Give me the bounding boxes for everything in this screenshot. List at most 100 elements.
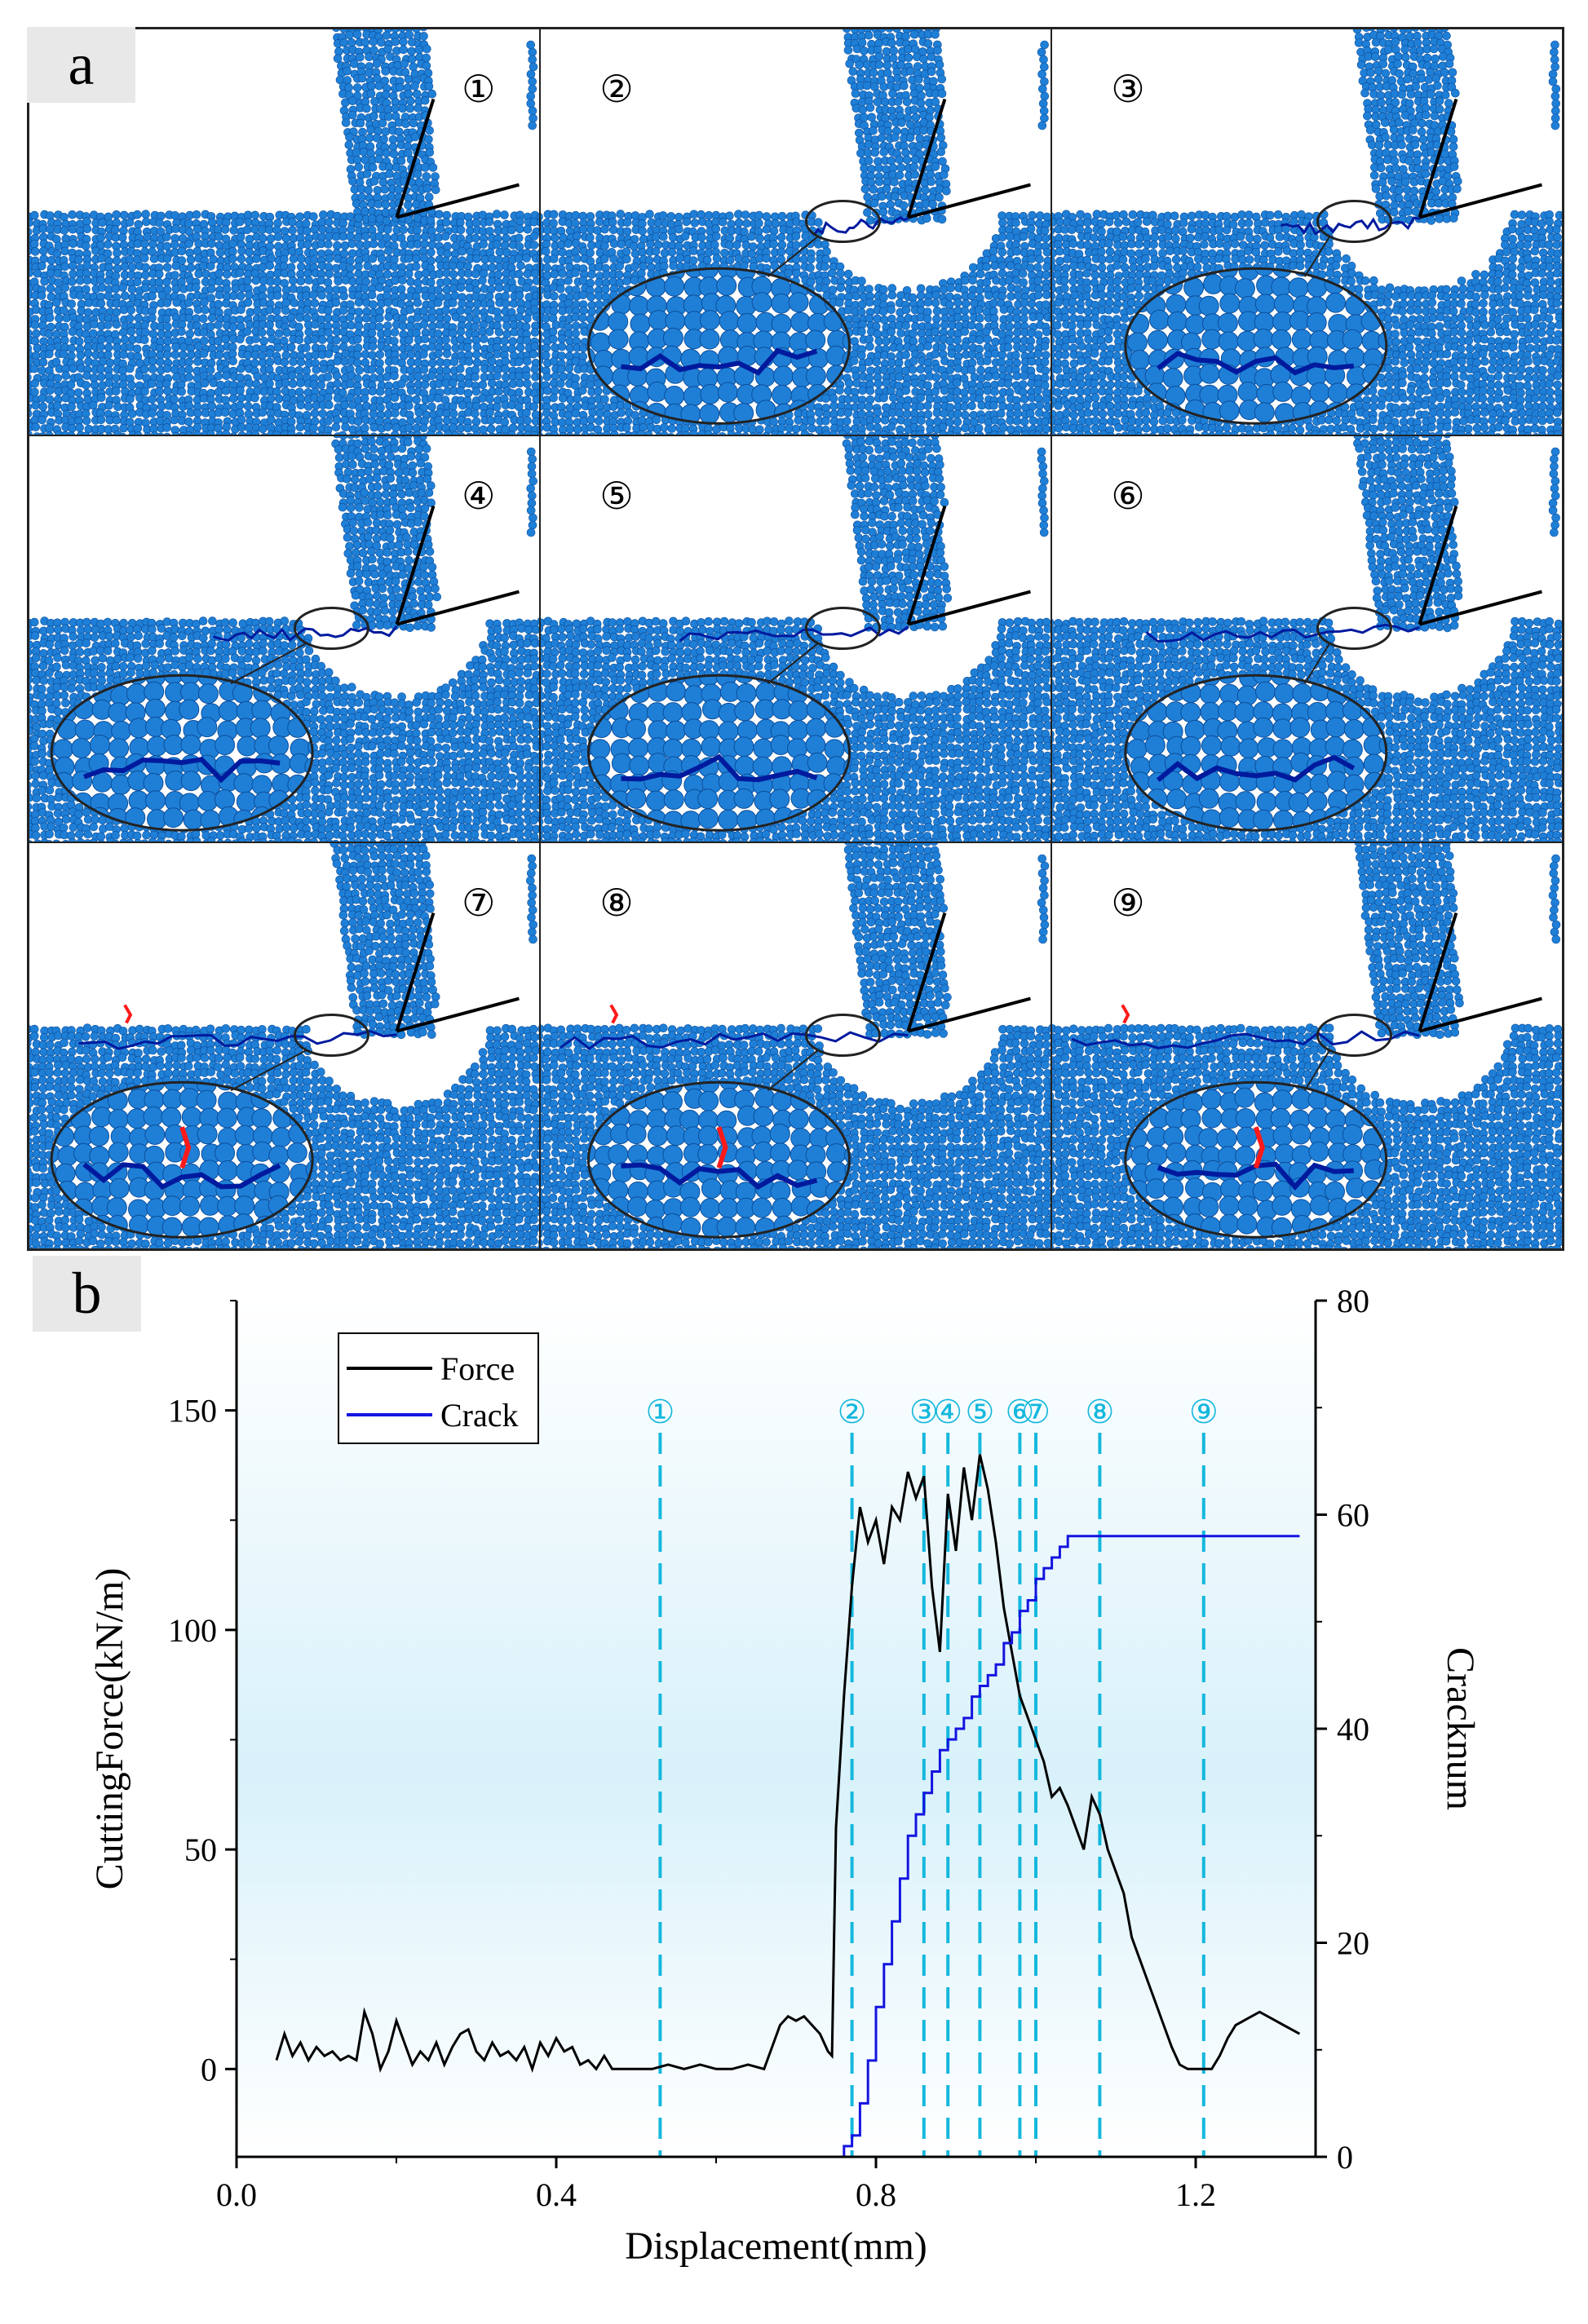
zoom-ellipse [1124, 1080, 1388, 1239]
zoom-leader-line [1303, 1049, 1331, 1091]
y-right-tick-label: 20 [1337, 1925, 1369, 1962]
source-ellipse [804, 200, 881, 244]
simulation-frame: ② [539, 28, 1052, 436]
zoom-ellipse [50, 1080, 314, 1239]
zoom-crack-path [621, 347, 818, 376]
x-axis-label: Displacement(mm) [625, 2225, 927, 2268]
zoom-ellipse [586, 674, 851, 832]
cutter-flank-face [907, 183, 1031, 219]
x-tick-label: 1.2 [1175, 2176, 1216, 2213]
frame-label: ⑧ [599, 881, 633, 925]
legend-label: Crack [440, 1397, 519, 1434]
cutter-rake-face [395, 505, 436, 625]
source-ellipse [1316, 1014, 1392, 1058]
frame-label: ⑤ [599, 474, 633, 518]
marker-label: ② [838, 1394, 867, 1431]
cutter-flank-face [907, 590, 1031, 626]
marker-label: ③ [909, 1394, 939, 1431]
cutter-flank-face [396, 590, 520, 626]
force-crack-chart: ① ② ③④ ⑤ ⑥⑦ ⑧ ⑨ 0.0 0.4 0.8 1.2 0 50 100 150 0 20 40 60 80 D… [88, 1283, 1482, 2268]
cutter-rake-face [395, 98, 436, 219]
zoom-leader-line [230, 1049, 307, 1092]
y-left-tick-label: 150 [168, 1393, 217, 1429]
zoom-ellipse [50, 674, 314, 832]
x-tick-label: 0.4 [536, 2176, 577, 2213]
zoom-crack-red [1253, 1126, 1265, 1169]
y-left-tick-label: 100 [168, 1612, 217, 1649]
zoom-ellipse [586, 267, 851, 425]
cutter-flank-face [1418, 183, 1542, 219]
zoom-leader-line [767, 235, 820, 278]
marker-label: ① [645, 1394, 675, 1431]
x-tick-label: 0.8 [856, 2176, 896, 2213]
cutter-rake-face [906, 98, 947, 219]
legend-box [338, 1332, 539, 1444]
y-right-tick-label: 80 [1337, 1283, 1369, 1319]
zoom-crack-red [179, 1126, 192, 1169]
panel-b-label: b [33, 1256, 141, 1332]
y-right-tick-label: 40 [1337, 1711, 1369, 1747]
legend: Force Crack [338, 1332, 539, 1444]
frame-label: ⑨ [1111, 881, 1144, 925]
source-ellipse [804, 1014, 881, 1058]
y-left-axis-label: CuttingForce(kN/m) [88, 1568, 131, 1890]
simulation-frame: ③ [1051, 28, 1564, 436]
force-series-line [275, 1454, 1301, 2074]
zoom-leader-line [1303, 643, 1331, 684]
crack-path [78, 1030, 397, 1050]
simulation-panel-grid: ① ② ③ ④ ⑤ ⑥ ⑦ ⑧ ⑨ [27, 27, 1564, 1251]
zoom-crack-red [716, 1126, 728, 1169]
simulation-frame: ⑤ [539, 435, 1052, 843]
simulation-frame: ⑦ [28, 842, 541, 1250]
zoom-ellipse [1124, 267, 1388, 425]
cutter-rake-face [906, 505, 947, 625]
cutter-rake-face [1418, 505, 1458, 625]
simulation-frame: ⑥ [1051, 435, 1564, 843]
zoom-inset [1124, 267, 1388, 425]
zoom-crack-path [1156, 754, 1356, 783]
crack-path [679, 625, 909, 643]
crack-red-segment [123, 1004, 133, 1024]
source-ellipse [1316, 200, 1392, 244]
crack-path [1145, 623, 1420, 643]
y-right-tick-label: 60 [1337, 1497, 1369, 1534]
marker-label: ⑥ [1005, 1394, 1034, 1431]
zoom-leader-line [1303, 236, 1331, 277]
marker-label: ⑤ [965, 1394, 994, 1431]
cutter-flank-face [396, 183, 520, 219]
crack-red-segment [609, 1004, 619, 1024]
crack-series-line [836, 1535, 1300, 2158]
marker-label: ⑨ [1189, 1394, 1219, 1431]
crack-red-segment [1121, 1004, 1130, 1024]
zoom-crack-path [1156, 351, 1355, 376]
zoom-ellipse [1124, 674, 1388, 832]
crack-path [560, 1031, 909, 1050]
source-ellipse [1316, 607, 1392, 651]
simulation-frame: ⑨ [1051, 842, 1564, 1250]
cutter-rake-face [395, 912, 436, 1032]
zoom-ellipse [586, 1080, 851, 1239]
cutter-flank-face [1418, 996, 1542, 1033]
legend-label: Force [440, 1350, 515, 1387]
cutter-flank-face [1418, 590, 1542, 626]
marker-label: ⑦ [1021, 1394, 1051, 1431]
cutter-rake-face [1418, 912, 1458, 1032]
cutter-rake-face [906, 912, 947, 1032]
crack-path [212, 625, 398, 642]
crack-path [1071, 1030, 1420, 1049]
crack-path [813, 216, 909, 236]
frame-label: ⑦ [462, 881, 495, 925]
zoom-crack-path [82, 1162, 281, 1191]
zoom-leader-line [767, 1049, 820, 1092]
simulation-frame: ⑧ [539, 842, 1052, 1250]
x-tick-label: 0.0 [216, 2176, 257, 2213]
zoom-leader-line [230, 642, 307, 685]
y-left-tick-label: 0 [201, 2051, 217, 2088]
simulation-frame: ① [28, 28, 541, 436]
zoom-crack-path [621, 1162, 818, 1191]
zoom-crack-path [83, 757, 281, 784]
frame-label: ① [462, 67, 495, 111]
zoom-inset [586, 1080, 851, 1239]
panel-a-label: a [27, 27, 135, 103]
